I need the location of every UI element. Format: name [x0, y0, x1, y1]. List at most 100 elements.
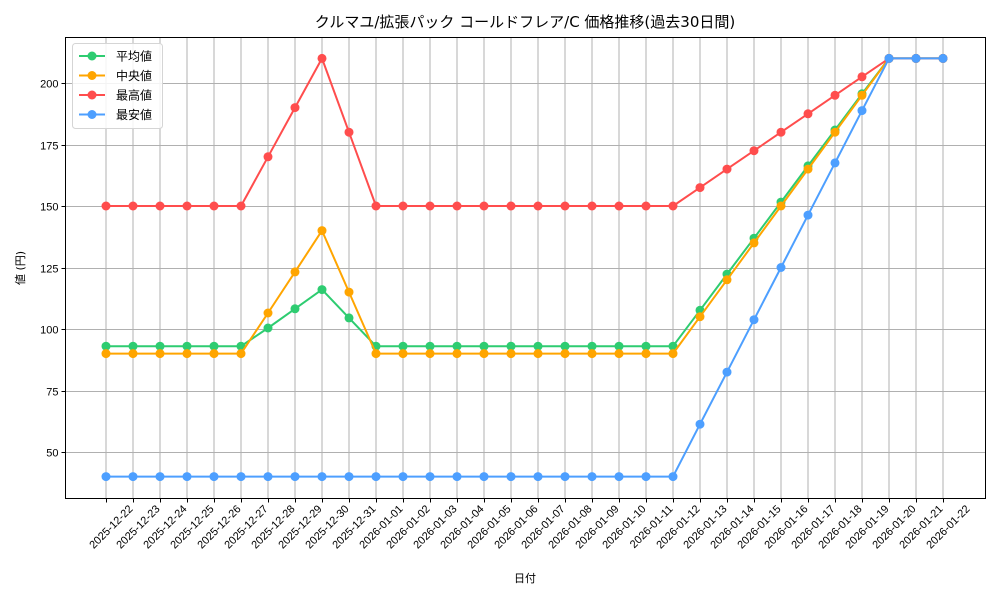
data-point-marker	[479, 341, 489, 351]
y-tick-label: 50	[46, 448, 58, 460]
data-point-marker	[317, 53, 327, 63]
legend-label: 最高値	[116, 88, 152, 103]
data-point-marker	[560, 349, 570, 359]
data-point-marker	[560, 341, 570, 351]
data-point-marker	[155, 349, 165, 359]
y-tick-label: 125	[40, 264, 58, 276]
data-point-marker	[803, 210, 813, 220]
data-point-marker	[452, 349, 462, 359]
data-point-marker	[425, 472, 435, 482]
data-point-marker	[101, 341, 111, 351]
x-axis-label: 日付	[514, 572, 536, 585]
data-point-marker	[722, 164, 732, 174]
data-point-marker	[506, 201, 516, 211]
data-point-marker	[533, 472, 543, 482]
y-axis-label: 値 (円)	[14, 251, 27, 285]
data-point-marker	[857, 106, 867, 116]
data-point-marker	[101, 201, 111, 211]
series-line	[106, 57, 943, 207]
grid-lines	[65, 37, 986, 499]
data-point-marker	[668, 472, 678, 482]
data-point-marker	[101, 349, 111, 359]
data-point-marker	[317, 285, 327, 295]
legend-item: 最高値	[79, 88, 152, 103]
data-point-marker	[155, 341, 165, 351]
data-point-marker	[776, 263, 786, 272]
data-point-marker	[425, 341, 435, 351]
y-tick-label: 100	[40, 325, 58, 337]
data-point-marker	[479, 201, 489, 211]
data-point-marker	[371, 472, 381, 482]
data-point-marker	[695, 312, 705, 322]
data-point-marker	[182, 201, 192, 211]
data-point-marker	[236, 349, 246, 359]
data-point-marker	[587, 472, 597, 482]
legend-marker-icon	[87, 71, 97, 80]
data-point-marker	[344, 127, 354, 137]
data-point-marker	[263, 472, 273, 482]
data-point-marker	[209, 201, 219, 211]
data-point-marker	[641, 349, 651, 359]
y-tick-label: 75	[46, 387, 58, 399]
data-point-marker	[317, 226, 327, 236]
data-point-marker	[668, 341, 678, 351]
legend-box	[72, 43, 163, 129]
data-point-marker	[452, 341, 462, 351]
y-axis: 50 75 100 125 150 175 200	[40, 79, 66, 460]
data-point-marker	[641, 201, 651, 211]
data-point-marker	[425, 349, 435, 359]
data-point-marker	[722, 275, 732, 285]
series-0	[101, 53, 948, 351]
legend-marker-icon	[87, 110, 97, 119]
data-point-marker	[398, 341, 408, 351]
x-axis: 2025-12-222025-12-232025-12-242025-12-25…	[87, 498, 973, 551]
data-point-marker	[209, 472, 219, 482]
chart-title: クルマユ/拡張パック コールドフレア/C 価格推移(過去30日間)	[315, 13, 735, 31]
data-point-marker	[290, 472, 300, 482]
data-point-marker	[344, 313, 354, 323]
legend-label: 中央値	[116, 68, 152, 83]
data-point-marker	[749, 315, 759, 325]
y-tick-label: 200	[40, 79, 58, 91]
data-point-marker	[830, 90, 840, 100]
data-point-marker	[128, 341, 138, 351]
data-point-marker	[533, 349, 543, 359]
data-point-marker	[668, 201, 678, 211]
data-point-marker	[749, 146, 759, 156]
data-point-marker	[344, 287, 354, 297]
data-point-marker	[857, 90, 867, 100]
data-point-marker	[398, 472, 408, 482]
legend-label: 平均値	[116, 49, 152, 64]
data-point-marker	[371, 201, 381, 211]
data-point-marker	[587, 201, 597, 211]
data-point-marker	[803, 164, 813, 174]
data-point-marker	[263, 323, 273, 333]
data-point-marker	[614, 349, 624, 359]
data-point-marker	[506, 472, 516, 482]
data-point-marker	[506, 349, 516, 359]
data-point-marker	[641, 472, 651, 482]
data-point-marker	[452, 201, 462, 211]
data-point-marker	[911, 53, 921, 63]
data-point-marker	[317, 472, 327, 482]
data-point-marker	[182, 349, 192, 359]
data-point-marker	[290, 304, 300, 314]
legend-label: 最安値	[116, 107, 152, 122]
data-point-marker	[128, 472, 138, 482]
data-point-marker	[830, 158, 840, 168]
data-point-marker	[803, 109, 813, 119]
data-point-marker	[101, 472, 111, 482]
data-point-marker	[560, 201, 570, 211]
data-point-marker	[398, 201, 408, 211]
data-point-marker	[398, 349, 408, 359]
data-point-marker	[155, 472, 165, 482]
data-point-marker	[128, 201, 138, 211]
data-point-marker	[614, 472, 624, 482]
data-point-marker	[587, 349, 597, 359]
data-point-marker	[722, 367, 732, 377]
series-3	[101, 53, 948, 482]
data-point-marker	[425, 201, 435, 211]
data-point-marker	[641, 341, 651, 351]
